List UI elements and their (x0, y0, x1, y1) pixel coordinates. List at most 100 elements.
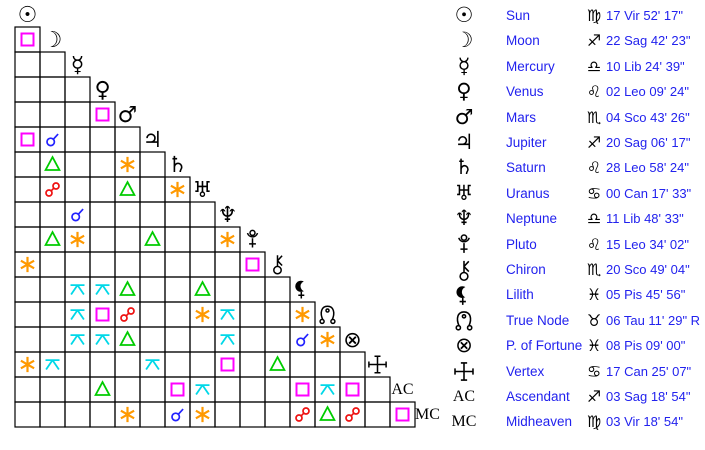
sun-glyph-icon: ☉ (18, 3, 38, 28)
planet-name-label: Venus (506, 84, 544, 100)
aspect-cell-lilith-chiron (264, 276, 291, 303)
sextile-aspect-icon (195, 306, 210, 323)
ascendant-glyph-icon: AC (391, 381, 413, 398)
quincunx-aspect-icon (70, 284, 85, 296)
vir-sign-icon: ♍ (586, 6, 602, 25)
aspect-cell-true-node-neptune (214, 301, 241, 328)
legend-row-mercury: ☿ Mercury ♎ 10 Lib 24' 39" (440, 54, 705, 79)
planet-position-value: 15 Leo 34' 02" (606, 236, 690, 252)
planet-position-legend: ☉ Sun ♍ 17 Vir 52' 17" ☽ Moon ♐ 22 Sag 42' 23" ☿… (440, 0, 705, 450)
aspect-cell-fortune-mercury (64, 326, 91, 353)
aspect-cell-lilith-venus (89, 276, 116, 303)
aspect-cell-vertex-saturn (164, 351, 191, 378)
trine-aspect-icon (269, 355, 286, 371)
legend-row-jupiter: ♃ Jupiter ♐ 20 Sag 06' 17" (440, 130, 705, 155)
sag-sign-icon: ♐ (586, 31, 602, 51)
saturn-glyph-icon: ♄ (168, 153, 188, 178)
aspect-cell-chiron-moon (39, 251, 66, 278)
trine-aspect-icon (94, 380, 111, 396)
quincunx-aspect-icon (195, 384, 210, 396)
sextile-aspect-icon (220, 231, 235, 248)
jupiter-glyph-icon: ♃ (454, 130, 474, 154)
sextile-aspect-icon (320, 331, 335, 348)
aspect-cell-ascendant-vertex (364, 376, 391, 403)
legend-row-mars: ♂ Mars ♏ 04 Sco 43' 26" (440, 105, 705, 130)
vertex-glyph-icon (446, 359, 482, 384)
aspect-cell-fortune-jupiter (139, 326, 166, 353)
aspect-cell-ascendant-mars (114, 376, 141, 403)
can-sign-icon: ♋ (586, 361, 602, 381)
moon-glyph-icon: ☽ (454, 28, 474, 53)
mercury-glyph-icon: ☿ (457, 53, 471, 78)
neptune-glyph-icon: ♆ (218, 203, 238, 228)
true-node-glyph-icon (446, 308, 482, 333)
aspect-cell-chiron-uranus (189, 251, 216, 278)
aspect-cell-ascendant-moon (39, 376, 66, 403)
quincunx-aspect-icon (45, 359, 60, 371)
legend-row-sun: ☉ Sun ♍ 17 Vir 52' 17" (440, 3, 705, 28)
aspect-cell-true-node-mercury (64, 301, 91, 328)
planet-name-label: Mercury (506, 58, 555, 74)
trine-aspect-icon (119, 180, 136, 196)
planet-position-value: 20 Sag 06' 17" (606, 135, 691, 150)
chiron-glyph-icon (446, 257, 482, 282)
square-aspect-icon (95, 307, 110, 322)
aspect-cell-neptune-uranus (189, 201, 216, 228)
trine-aspect-icon (144, 230, 161, 246)
aspect-cell-true-node-saturn (164, 301, 191, 328)
aspect-cell-chiron-mercury (64, 251, 91, 278)
aspect-cell-chiron-venus (89, 251, 116, 278)
square-aspect-icon (245, 257, 260, 272)
sag-sign-icon: ♐ (586, 387, 602, 406)
conjunction-aspect-icon (46, 133, 59, 147)
aspect-cell-lilith-pluto (239, 276, 266, 303)
mars-glyph-icon: ♂ (118, 103, 138, 128)
planet-name-label: True Node (506, 312, 570, 328)
aspect-cell-saturn-sun (14, 151, 41, 178)
aspect-cell-ascendant-sun (14, 376, 41, 403)
aspect-cell-mercury-moon (39, 51, 66, 78)
square-aspect-icon (295, 382, 310, 397)
aspect-cell-vertex-lilith (289, 351, 316, 378)
aspect-cell-mars-sun (14, 101, 41, 128)
aspect-cell-ascendant-fortune (339, 376, 366, 403)
lib-sign-icon: ♎ (586, 56, 602, 76)
opposition-aspect-icon (295, 407, 310, 422)
legend-row-pluto: Pluto ♌ 15 Leo 34' 02" (440, 232, 705, 257)
opposition-aspect-icon (120, 307, 135, 322)
quincunx-aspect-icon (95, 284, 110, 296)
conjunction-aspect-icon (171, 408, 184, 422)
aspect-cell-ascendant-saturn (164, 376, 191, 403)
aspect-cell-ascendant-jupiter (139, 376, 166, 403)
square-aspect-icon (95, 107, 110, 122)
aspect-cell-fortune-neptune (214, 326, 241, 353)
aspect-cell-midheaven-jupiter (139, 401, 166, 428)
tau-sign-icon: ♉ (586, 310, 602, 330)
lilith-glyph-icon (295, 280, 311, 299)
conjunction-aspect-icon (71, 208, 84, 222)
planet-position-value: 04 Sco 43' 26" (606, 109, 690, 125)
planet-name-label: Moon (506, 33, 540, 49)
planet-position-value: 20 Sco 49' 04" (606, 262, 690, 277)
square-aspect-icon (395, 407, 410, 422)
sco-sign-icon: ♏ (586, 260, 602, 279)
planet-position-value: 03 Vir 18' 54" (606, 414, 683, 430)
aspect-cell-vertex-neptune (214, 351, 241, 378)
legend-row-true-node: True Node ♉ 06 Tau 11' 29" R (440, 308, 705, 333)
aspect-cell-saturn-venus (89, 151, 116, 178)
aspect-cell-ascendant-neptune (214, 376, 241, 403)
fortune-glyph-icon: ⊗ (343, 328, 361, 353)
neptune-glyph-icon: ♆ (454, 206, 474, 231)
sextile-aspect-icon (195, 406, 210, 423)
planet-name-label: Midheaven (506, 414, 573, 430)
planet-position-value: 17 Can 25' 07" (606, 363, 692, 379)
legend-row-lilith: Lilith ♓ 05 Pis 45' 56" (440, 282, 705, 307)
legend-row-venus: ♀ Venus ♌ 02 Leo 09' 24" (440, 79, 705, 104)
aspect-cell-neptune-saturn (164, 201, 191, 228)
aspect-cell-midheaven-sun (14, 401, 41, 428)
aspect-cell-vertex-mars (114, 351, 141, 378)
aspect-cell-true-node-jupiter (139, 301, 166, 328)
moon-glyph-icon: ☽ (43, 28, 63, 53)
aspect-cell-mars-mercury (64, 101, 91, 128)
quincunx-aspect-icon (220, 309, 235, 321)
